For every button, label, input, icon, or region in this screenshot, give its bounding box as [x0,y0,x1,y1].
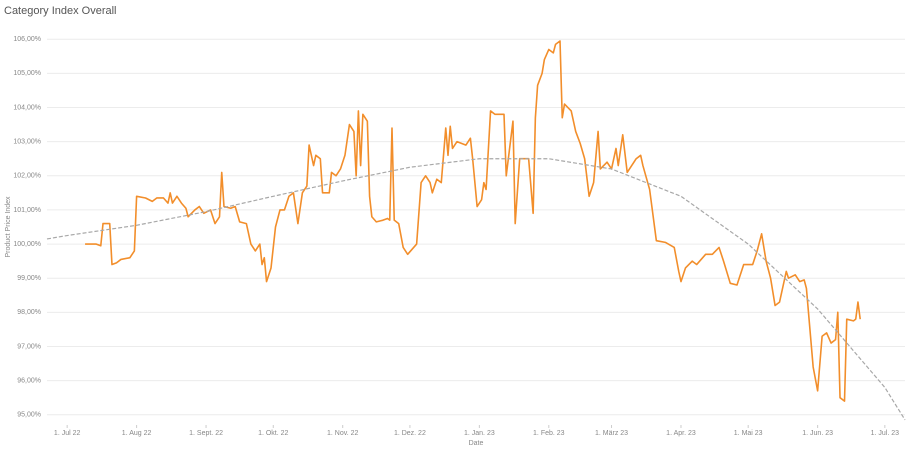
x-tick-label: 1. Jul. 23 [871,430,900,437]
x-axis-label: Date [469,440,484,447]
y-tick-label: 103,00% [13,138,41,145]
y-tick-label: 104,00% [13,104,41,111]
y-tick-label: 98,00% [17,309,41,316]
series-line [85,40,861,402]
x-tick-label: 1. Okt. 22 [258,430,288,437]
x-tick-label: 1. Jan. 23 [464,430,495,437]
x-tick-label: 1. Apr. 23 [666,430,696,437]
chart-title: Category Index Overall [4,5,117,17]
y-tick-label: 105,00% [13,70,41,77]
y-tick-label: 99,00% [17,275,41,282]
x-tick-label: 1. März 23 [595,430,628,437]
y-tick-label: 95,00% [17,412,41,419]
x-tick-label: 1. Mai 23 [734,430,763,437]
y-tick-label: 102,00% [13,173,41,180]
x-tick-label: 1. Jul 22 [54,430,81,437]
y-tick-label: 106,00% [13,36,41,43]
series-line [46,158,906,421]
x-tick-label: 1. Sept. 22 [189,430,223,437]
x-tick-label: 1. Feb. 23 [533,430,565,437]
x-tick-label: 1. Dez. 22 [394,430,426,437]
y-tick-label: 96,00% [17,377,41,384]
x-tick-label: 1. Aug 22 [122,430,152,437]
y-tick-label: 101,00% [13,207,41,214]
y-tick-label: 100,00% [13,241,41,248]
y-tick-label: 97,00% [17,343,41,350]
x-tick-label: 1. Nov. 22 [327,430,358,437]
x-tick-label: 1. Jun. 23 [802,430,833,437]
y-axis-label: Product Price Index [5,196,12,258]
